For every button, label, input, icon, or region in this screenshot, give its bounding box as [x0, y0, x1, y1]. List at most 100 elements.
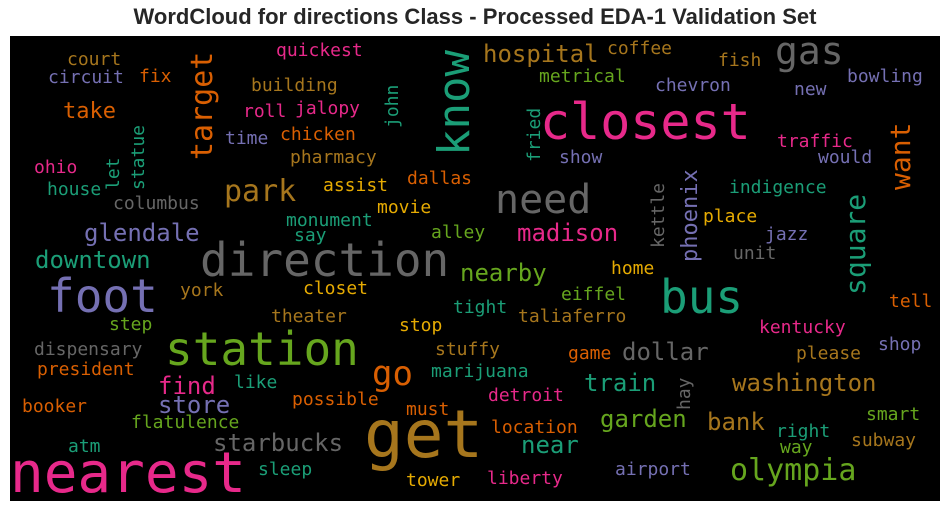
word-want: want: [884, 123, 917, 190]
word-time: time: [225, 128, 268, 149]
word-house: house: [47, 179, 101, 200]
word-alley: alley: [431, 222, 485, 243]
word-park: park: [224, 174, 296, 209]
word-right: right: [776, 421, 830, 442]
word-possible: possible: [292, 389, 379, 410]
word-take: take: [63, 99, 116, 124]
word-garden: garden: [600, 405, 687, 433]
word-get: get: [364, 396, 483, 473]
word-assist: assist: [323, 175, 388, 196]
word-bus: bus: [660, 270, 743, 324]
word-kentucky: kentucky: [759, 317, 846, 338]
word-quickest: quickest: [276, 40, 363, 61]
word-nearest: nearest: [10, 441, 246, 501]
word-airport: airport: [615, 459, 691, 480]
word-ohio: ohio: [34, 157, 77, 178]
word-show: show: [559, 147, 603, 168]
word-starbucks: starbucks: [213, 429, 343, 457]
chart-title: WordCloud for directions Class - Process…: [133, 4, 817, 29]
word-must: must: [406, 399, 449, 420]
word-subway: subway: [851, 430, 916, 451]
word-fish: fish: [718, 50, 761, 71]
word-hay: hay: [674, 377, 695, 410]
wordcloud-canvas: get nearest closest direction station foot bus…: [10, 36, 940, 501]
word-closet: closet: [303, 278, 368, 299]
word-unit: unit: [733, 243, 776, 264]
word-liberty: liberty: [487, 468, 563, 489]
word-bank: bank: [707, 408, 765, 436]
word-statue: statue: [128, 125, 149, 190]
word-building: building: [251, 75, 338, 96]
word-square: square: [839, 194, 872, 295]
word-let: let: [103, 157, 124, 190]
word-need: need: [495, 177, 591, 223]
word-phoenix: phoenix: [678, 169, 703, 262]
word-indigence: indigence: [729, 177, 827, 198]
word-tell: tell: [889, 291, 932, 312]
word-washington: washington: [732, 369, 877, 397]
word-marijuana: marijuana: [431, 361, 529, 382]
word-chevron: chevron: [655, 75, 731, 96]
word-would: would: [818, 147, 872, 168]
word-monument: monument: [286, 210, 373, 231]
word-smart: smart: [866, 404, 920, 425]
word-theater: theater: [271, 306, 347, 327]
word-stop: stop: [399, 315, 442, 336]
word-know: know: [429, 50, 480, 156]
word-dispensary: dispensary: [34, 339, 143, 360]
word-fried: fried: [524, 108, 545, 162]
word-taliaferro: taliaferro: [518, 306, 626, 327]
word-court: court: [67, 49, 121, 70]
word-circuit: circuit: [48, 67, 124, 88]
word-location: location: [491, 417, 578, 438]
word-fix: fix: [139, 66, 172, 87]
word-stuffy: stuffy: [435, 339, 500, 360]
word-flatulence: flatulence: [131, 412, 239, 433]
word-booker: booker: [22, 396, 87, 417]
word-please: please: [796, 343, 861, 364]
word-madison: madison: [517, 219, 618, 247]
word-target: target: [185, 52, 220, 160]
word-direction: direction: [200, 233, 449, 287]
word-hospital: hospital: [483, 40, 599, 68]
word-atm: atm: [68, 436, 101, 457]
word-find: find: [158, 372, 216, 400]
word-foot: foot: [47, 269, 158, 323]
word-jazz: jazz: [765, 224, 808, 245]
word-movie: movie: [377, 197, 431, 218]
word-say: say: [294, 225, 327, 246]
word-traffic: traffic: [777, 131, 853, 152]
word-sleep: sleep: [258, 459, 312, 480]
word-way: way: [780, 437, 813, 458]
word-eiffel: eiffel: [561, 284, 626, 305]
word-york: york: [180, 280, 224, 301]
word-shop: shop: [878, 334, 921, 355]
word-home: home: [611, 258, 654, 279]
word-chicken: chicken: [280, 124, 356, 145]
word-kettle: kettle: [648, 183, 669, 248]
word-game: game: [568, 343, 611, 364]
word-place: place: [703, 206, 757, 227]
word-dollar: dollar: [622, 338, 709, 366]
word-tower: tower: [406, 470, 460, 491]
word-step: step: [109, 314, 152, 335]
word-roll: roll: [243, 101, 286, 122]
word-train: train: [584, 369, 656, 397]
word-metrical: metrical: [539, 66, 626, 87]
word-columbus: columbus: [113, 193, 200, 214]
word-coffee: coffee: [607, 38, 672, 59]
word-president: president: [37, 359, 135, 380]
word-near: near: [521, 431, 579, 459]
word-gas: gas: [775, 36, 844, 73]
word-downtown: downtown: [35, 246, 151, 274]
word-pharmacy: pharmacy: [290, 147, 377, 168]
word-closest: closest: [540, 93, 751, 151]
word-dallas: dallas: [407, 168, 472, 189]
word-bowling: bowling: [847, 66, 923, 87]
word-olympia: olympia: [730, 453, 856, 488]
word-nearby: nearby: [460, 259, 547, 287]
word-like: like: [234, 372, 277, 393]
word-tight: tight: [453, 297, 507, 318]
word-glendale: glendale: [84, 219, 200, 247]
